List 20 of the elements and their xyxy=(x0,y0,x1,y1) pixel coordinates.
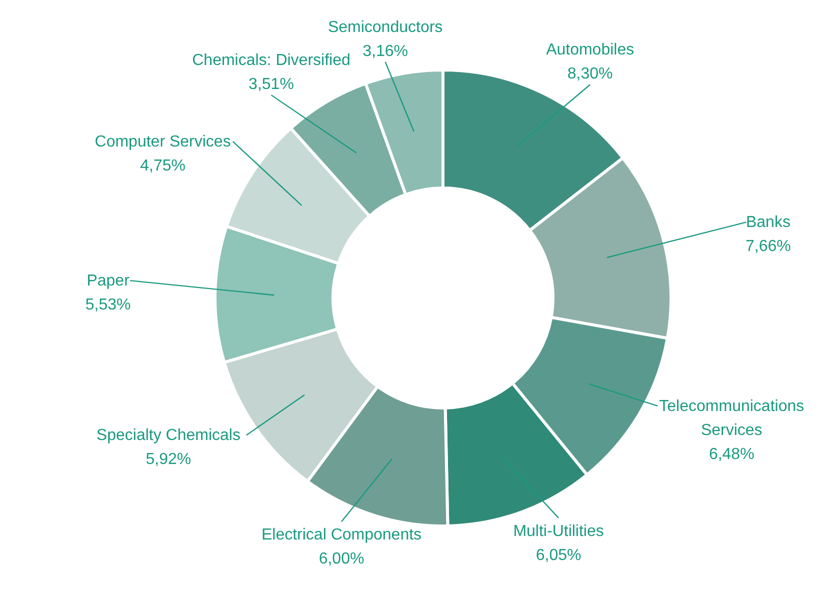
data-label: 7,66% xyxy=(746,238,791,256)
data-label: 4,75% xyxy=(140,157,186,174)
data-label: 8,30% xyxy=(567,66,613,83)
data-label: 3,16% xyxy=(362,42,408,60)
data-label: 6,00% xyxy=(318,550,364,568)
slice-label: Computer Services xyxy=(94,133,231,150)
slice-label: Telecommunications Services xyxy=(659,398,804,439)
slice-label: Specialty Chemicals xyxy=(96,427,240,444)
data-label: 3,51% xyxy=(248,76,294,94)
data-label: 6,48% xyxy=(708,446,754,463)
slice-label: Semiconductors xyxy=(328,18,443,36)
slice-label: Chemicals: Diversified xyxy=(192,52,350,70)
slice-label: Paper xyxy=(86,272,130,290)
data-label: 6,05% xyxy=(536,546,582,564)
slice-label: Multi-Utilities xyxy=(513,522,604,540)
slice-label: Banks xyxy=(746,214,790,232)
slice-label: Automobiles xyxy=(546,42,634,59)
data-label: 5,92% xyxy=(146,451,192,468)
data-label: 5,53% xyxy=(85,296,131,314)
slice-label: Electrical Components xyxy=(261,526,422,544)
